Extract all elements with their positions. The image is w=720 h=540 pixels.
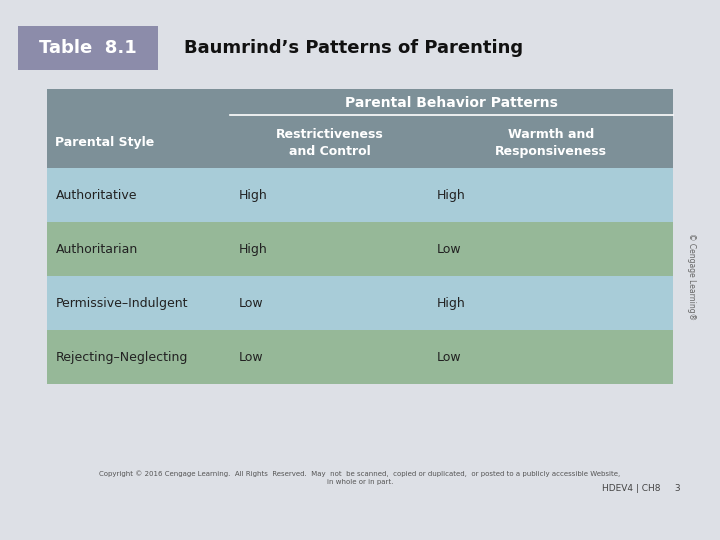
- Text: Table  8.1: Table 8.1: [40, 39, 137, 57]
- Text: Baumrind’s Patterns of Parenting: Baumrind’s Patterns of Parenting: [184, 39, 523, 57]
- Text: Low: Low: [437, 243, 462, 256]
- Text: Authoritative: Authoritative: [55, 189, 137, 202]
- Text: HDEV4 | CH8     3: HDEV4 | CH8 3: [602, 484, 680, 493]
- Text: High: High: [239, 243, 268, 256]
- FancyBboxPatch shape: [47, 222, 673, 276]
- Text: Permissive–Indulgent: Permissive–Indulgent: [55, 297, 188, 310]
- Text: Low: Low: [239, 351, 264, 364]
- Text: Copyright © 2016 Cengage Learning.  All Rights  Reserved.  May  not  be scanned,: Copyright © 2016 Cengage Learning. All R…: [99, 470, 621, 485]
- Text: Restrictiveness
and Control: Restrictiveness and Control: [276, 128, 383, 158]
- Text: Parental Behavior Patterns: Parental Behavior Patterns: [346, 96, 558, 110]
- FancyBboxPatch shape: [47, 168, 673, 222]
- FancyBboxPatch shape: [47, 89, 673, 117]
- Text: High: High: [437, 297, 466, 310]
- Text: Authoritarian: Authoritarian: [55, 243, 138, 256]
- Text: Rejecting–Neglecting: Rejecting–Neglecting: [55, 351, 188, 364]
- Text: High: High: [239, 189, 268, 202]
- Text: Low: Low: [437, 351, 462, 364]
- Text: High: High: [437, 189, 466, 202]
- FancyBboxPatch shape: [47, 117, 673, 168]
- Text: Low: Low: [239, 297, 264, 310]
- FancyBboxPatch shape: [47, 276, 673, 330]
- Text: Parental Style: Parental Style: [55, 136, 155, 150]
- Text: © Cengage Learning®: © Cengage Learning®: [687, 233, 696, 320]
- FancyBboxPatch shape: [18, 26, 158, 70]
- FancyBboxPatch shape: [47, 330, 673, 384]
- Text: Warmth and
Responsiveness: Warmth and Responsiveness: [495, 128, 607, 158]
